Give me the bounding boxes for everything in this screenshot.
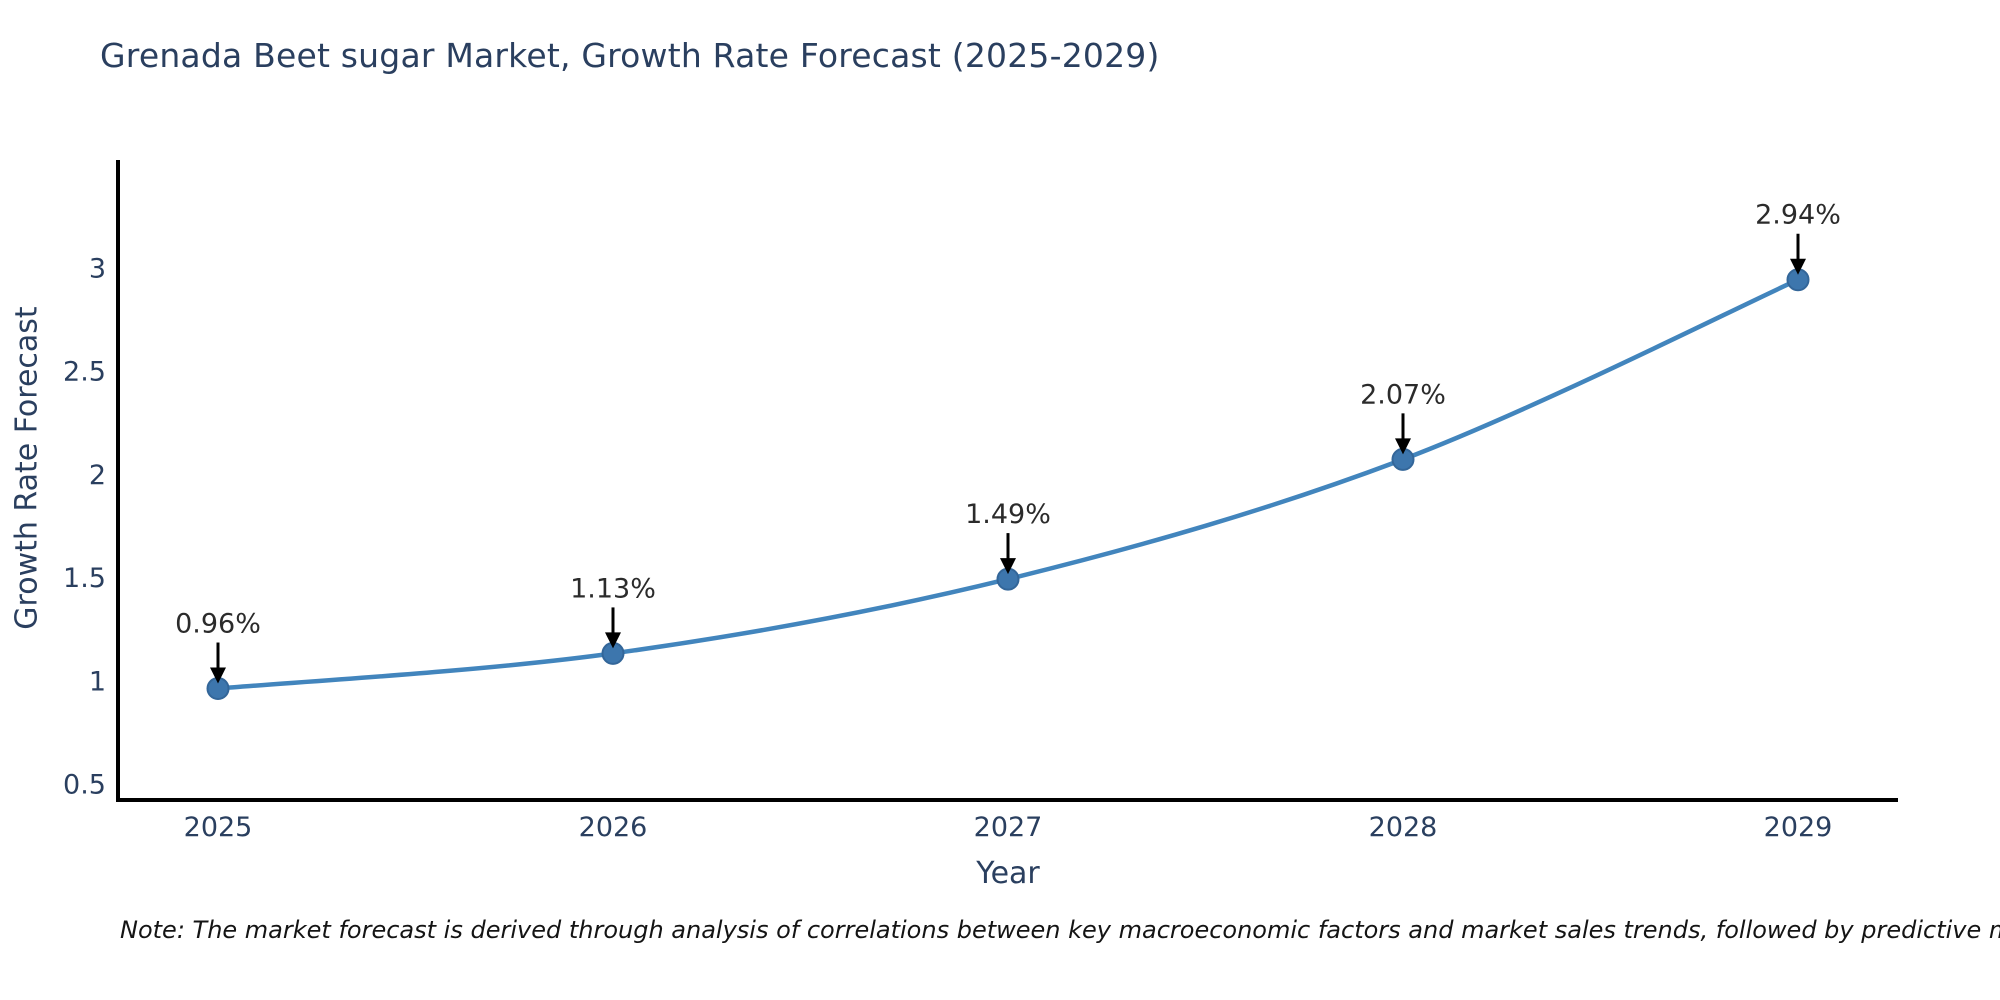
y-tick-label: 2.5 [63,357,106,388]
x-tick-label: 2029 [1764,812,1833,843]
annotation-arrowhead-icon [1790,258,1806,275]
chart-title: Grenada Beet sugar Market, Growth Rate F… [100,36,1160,75]
x-tick-label: 2025 [184,812,253,843]
data-point-label: 0.96% [175,609,261,640]
y-tick-label: 0.5 [63,769,106,800]
data-point-label: 1.49% [965,499,1051,530]
data-point-label: 2.94% [1755,200,1841,231]
y-tick-label: 3 [89,253,106,284]
x-tick-label: 2027 [974,812,1043,843]
x-axis-title: Year [976,856,1040,891]
y-tick-label: 2 [89,460,106,491]
annotation-arrowhead-icon [1000,558,1016,575]
annotation-arrowhead-icon [210,667,226,684]
y-tick-label: 1 [89,666,106,697]
x-tick-label: 2028 [1369,812,1438,843]
x-tick-label: 2026 [579,812,648,843]
footnote-text: Note: The market forecast is derived thr… [120,916,2000,944]
data-point-label: 1.13% [570,573,656,604]
data-point-label: 2.07% [1360,379,1446,410]
annotation-arrowhead-icon [1395,438,1411,455]
growth-rate-line [215,277,1801,691]
y-tick-label: 1.5 [63,563,106,594]
annotation-arrowhead-icon [605,632,621,649]
